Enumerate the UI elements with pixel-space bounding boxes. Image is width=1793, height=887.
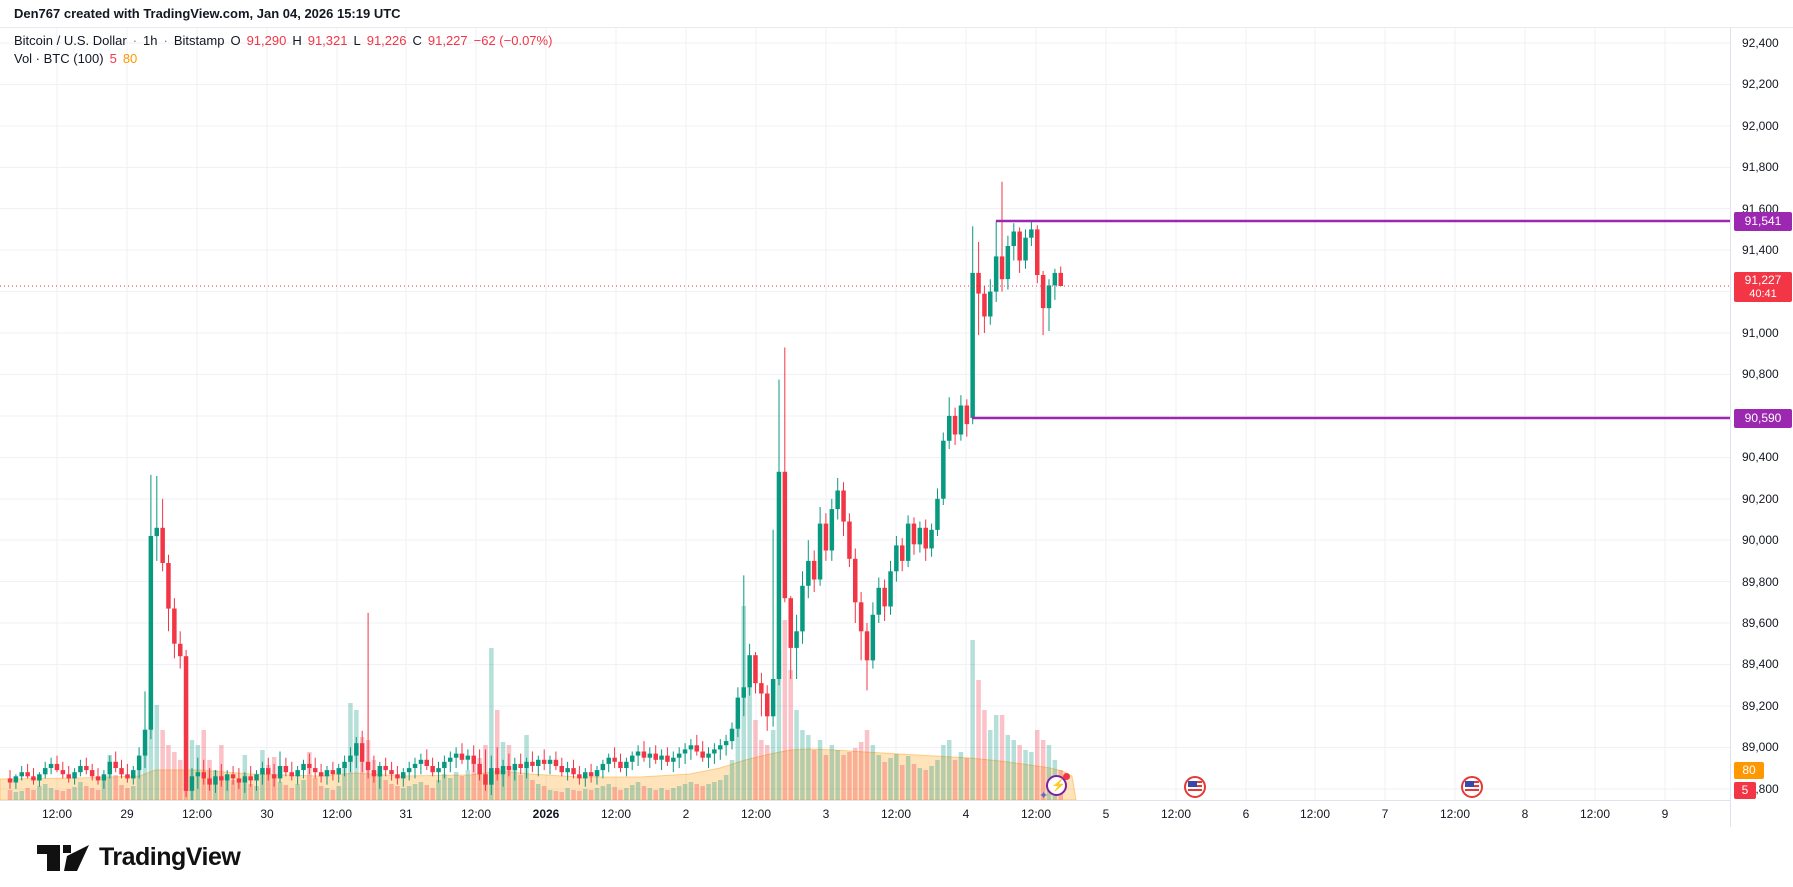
legend-part: −62 (−0.07%) [473, 32, 553, 48]
legend-part: 1h [143, 32, 158, 48]
legend-part: 91,227 [427, 32, 468, 48]
legend-part: · [163, 32, 168, 48]
legend-part: H [292, 32, 302, 48]
tradingview-logo-mark [37, 844, 89, 871]
time-axis-label: 12:00 [460, 807, 492, 821]
legend-part: L [353, 32, 361, 48]
price-axis-label: 91,800 [1742, 160, 1779, 174]
time-axis-label: 5 [1102, 807, 1110, 821]
price-axis[interactable]: 92,400 92,200 92,000 91,800 91,600 91,400 91,0… [1730, 28, 1793, 827]
time-axis-label: 3 [822, 807, 830, 821]
time-axis[interactable]: 12:00 29 12:00 30 12:00 31 12:00 2026 12:00 2 12:0… [0, 800, 1730, 827]
header-divider [0, 27, 1793, 28]
time-axis-label: 4 [962, 807, 970, 821]
price-axis-label: 89,400 [1742, 657, 1779, 671]
price-axis-label: 90,800 [1742, 367, 1779, 381]
legend-part: Bitcoin / U.S. Dollar [14, 32, 127, 48]
price-axis-label: 90,000 [1742, 533, 1779, 547]
legend-part: Bitstamp [173, 32, 225, 48]
time-axis-label: 2026 [532, 807, 560, 821]
time-axis-label: 12:00 [41, 807, 73, 821]
time-axis-label: 8 [1521, 807, 1529, 821]
time-axis-label: 9 [1661, 807, 1669, 821]
legend-part: · [132, 32, 138, 48]
us-flag-canton [1188, 781, 1197, 787]
time-axis-label: 2 [682, 807, 690, 821]
price-gridlines [0, 42, 1730, 790]
time-axis-label: 7 [1381, 807, 1389, 821]
price-badge-text: 91,227 [1744, 273, 1782, 287]
tradingview-logo-text: TradingView [99, 843, 241, 871]
notification-dot [1063, 773, 1070, 780]
price-badge-text: 80 [1742, 763, 1756, 777]
attribution-text: Den767 created with TradingView.com, Jan… [14, 6, 401, 21]
economic-event-flag-icon[interactable] [1461, 776, 1483, 798]
time-axis-label: 30 [260, 807, 274, 821]
price-axis-label: 89,800 [1742, 575, 1779, 589]
time-axis-label: 12:00 [1299, 807, 1331, 821]
time-axis-label: 12:00 [880, 807, 912, 821]
legend-part: Vol · BTC (100) [14, 50, 104, 66]
legend-part: 91,290 [246, 32, 287, 48]
time-axis-label: 12:00 [1579, 807, 1611, 821]
sparkle-icon: ✦ [1039, 790, 1049, 802]
price-axis-label: 89,600 [1742, 616, 1779, 630]
level-lines[interactable] [972, 219, 1730, 420]
event-bolt-icon[interactable]: ✦ ⚡ [1039, 773, 1070, 802]
bolt-circle [1046, 775, 1067, 796]
price-badge-text: 90,590 [1744, 411, 1782, 425]
time-axis-label: 12:00 [600, 807, 632, 821]
chart-legend[interactable]: Bitcoin / U.S. Dollar · 1h · Bitstamp O 91,290… [14, 31, 552, 67]
legend-part: 5 [109, 50, 117, 66]
time-axis-label: 12:00 [181, 807, 213, 821]
price-axis-badge: 5 [1734, 781, 1756, 799]
price-axis-label: 92,400 [1742, 36, 1779, 50]
time-axis-label: 29 [120, 807, 134, 821]
legend-part: 91,321 [307, 32, 348, 48]
price-axis-label: 90,200 [1742, 492, 1779, 506]
symbol-legend-row[interactable]: Bitcoin / U.S. Dollar · 1h · Bitstamp O 91,290… [14, 31, 552, 49]
price-badge-text: 91,541 [1744, 214, 1782, 228]
time-axis-label: 12:00 [1160, 807, 1192, 821]
price-axis-label: 89,000 [1742, 740, 1779, 754]
price-axis-label: 89,200 [1742, 699, 1779, 713]
time-axis-label: 6 [1242, 807, 1250, 821]
price-axis-label: 92,200 [1742, 77, 1779, 91]
price-badge-text: 40:41 [1749, 288, 1777, 300]
time-axis-label: 12:00 [321, 807, 353, 821]
legend-part: O [230, 32, 241, 48]
price-axis-label: 92,000 [1742, 119, 1779, 133]
us-flag-canton [1465, 781, 1474, 787]
price-axis-label: 90,400 [1742, 450, 1779, 464]
price-axis-label: 91,000 [1742, 326, 1779, 340]
price-axis-badge: 91,227 40:41 [1734, 272, 1792, 302]
price-badge-text: 5 [1741, 783, 1749, 797]
price-axis-label: 91,400 [1742, 243, 1779, 257]
economic-event-flag-icon[interactable] [1184, 776, 1206, 798]
price-axis-badge: 91,541 [1734, 211, 1792, 231]
volume-legend-row[interactable]: Vol · BTC (100) 5 80 [14, 49, 552, 67]
time-axis-label: 12:00 [1439, 807, 1471, 821]
candles [7, 181, 1063, 800]
time-gridlines [56, 28, 1666, 800]
time-axis-label: 12:00 [740, 807, 772, 821]
legend-part: C [412, 32, 422, 48]
price-axis-badge: 80 [1734, 761, 1764, 779]
lightning-icon: ⚡ [1051, 778, 1066, 792]
time-axis-label: 31 [399, 807, 413, 821]
time-axis-label: 12:00 [1020, 807, 1052, 821]
tradingview-logo[interactable]: TradingView [37, 843, 241, 872]
price-axis-badge: 90,590 [1734, 408, 1792, 428]
legend-part: 91,226 [366, 32, 407, 48]
legend-part: 80 [122, 50, 138, 66]
